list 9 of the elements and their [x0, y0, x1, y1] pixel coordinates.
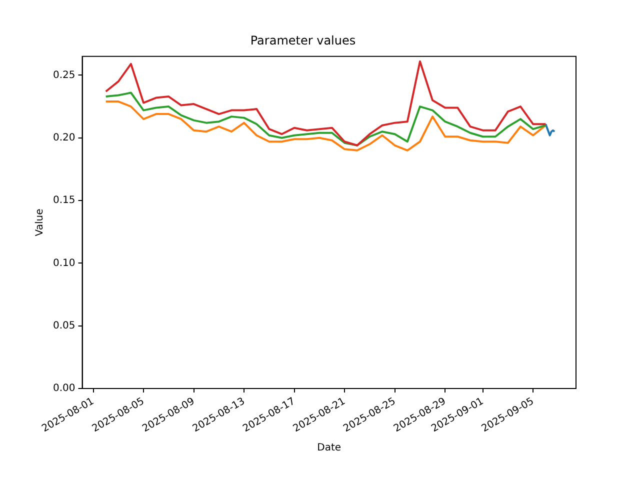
y-tick-label: 0.10 — [53, 258, 76, 269]
y-axis-title: Value — [34, 208, 46, 236]
y-tick-label: 0.05 — [53, 320, 76, 332]
x-axis-title: Date — [317, 442, 342, 454]
y-tick-label: 0.15 — [53, 195, 76, 206]
y-tick-label: 0.00 — [53, 383, 76, 394]
chart-title: Parameter values — [250, 33, 356, 48]
y-tick-label: 0.25 — [53, 70, 76, 81]
y-tick-label: 0.20 — [53, 132, 76, 144]
